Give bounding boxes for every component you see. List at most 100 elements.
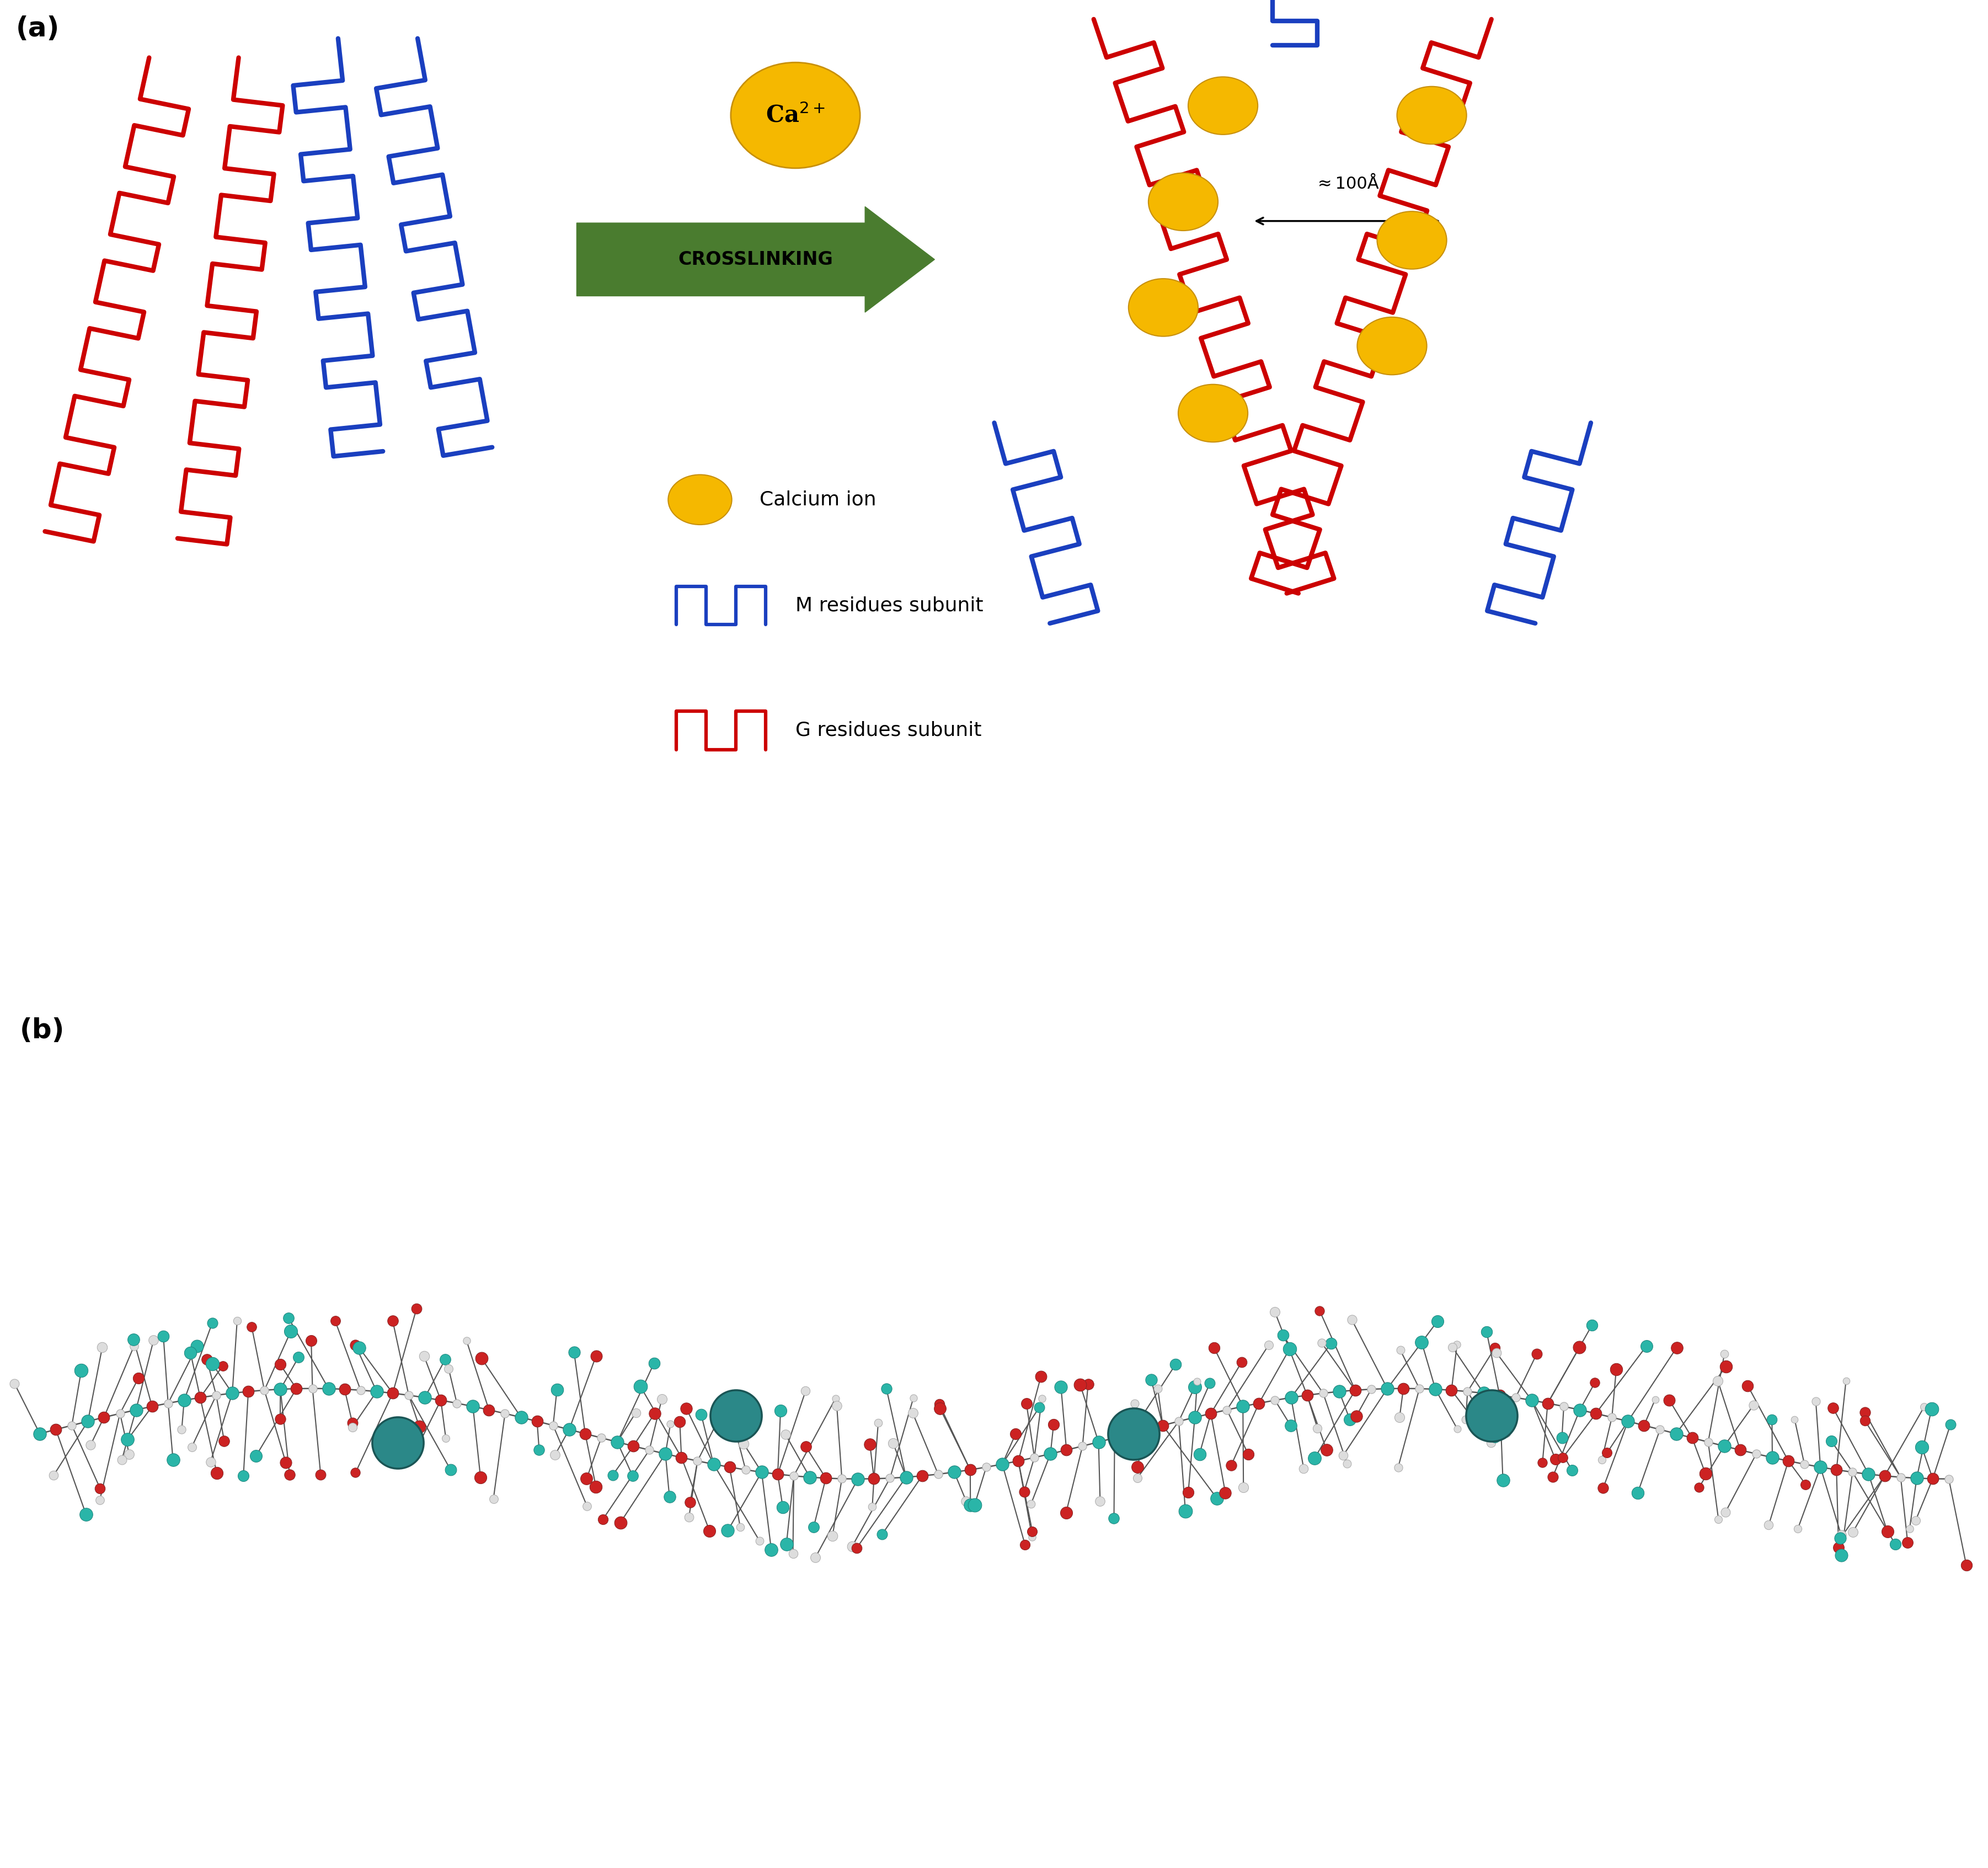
Point <box>539 1440 571 1470</box>
Point <box>777 1461 809 1491</box>
Point <box>694 1517 726 1547</box>
Point <box>755 1535 787 1565</box>
Point <box>1934 1408 1966 1438</box>
Point <box>217 1379 249 1408</box>
Point <box>1590 1438 1622 1468</box>
Point <box>654 1408 686 1438</box>
Point <box>954 1455 986 1485</box>
Point <box>398 1438 429 1468</box>
Point <box>857 1465 889 1494</box>
Point <box>1660 1332 1692 1362</box>
Point <box>169 1386 201 1416</box>
Point <box>209 1425 241 1455</box>
Point <box>924 1394 956 1423</box>
Point <box>1777 1405 1809 1435</box>
Point <box>1384 1336 1415 1366</box>
Point <box>1690 1459 1722 1489</box>
Point <box>1326 1440 1358 1470</box>
Point <box>1121 1463 1153 1493</box>
Point <box>789 1377 821 1407</box>
Point <box>897 1397 928 1427</box>
Point <box>1521 1339 1553 1369</box>
Point <box>1787 1450 1819 1479</box>
Point <box>521 1407 553 1436</box>
Point <box>1406 1326 1437 1356</box>
Point <box>1026 1384 1058 1414</box>
Point <box>769 1420 801 1450</box>
Point <box>117 1324 149 1354</box>
Point <box>135 1392 167 1422</box>
Point <box>489 1399 521 1429</box>
Point <box>586 1504 618 1534</box>
Point <box>1724 1435 1755 1465</box>
Point <box>83 1474 115 1504</box>
Point <box>1531 1388 1563 1418</box>
Point <box>1869 1461 1901 1491</box>
Point <box>1233 1440 1264 1470</box>
Point <box>1622 1478 1654 1507</box>
Point <box>185 1382 217 1412</box>
Point <box>871 1373 903 1403</box>
Point <box>1024 1392 1056 1422</box>
Point <box>1751 1509 1783 1539</box>
Point <box>1227 1472 1258 1502</box>
Point <box>328 1375 360 1405</box>
Point <box>1489 1418 1521 1448</box>
Point <box>1211 1395 1242 1425</box>
Ellipse shape <box>1149 174 1219 230</box>
Point <box>841 1534 873 1564</box>
Point <box>1340 1375 1372 1405</box>
Point <box>280 1373 312 1403</box>
Point <box>1740 1438 1771 1468</box>
Point <box>767 1493 799 1522</box>
Point <box>376 1379 408 1408</box>
Point <box>1008 1530 1040 1560</box>
Point <box>344 1334 376 1364</box>
Point <box>1708 1431 1740 1461</box>
Point <box>922 1459 954 1489</box>
Point <box>1163 1407 1195 1436</box>
Point <box>441 1388 473 1418</box>
Point <box>584 1423 616 1453</box>
Point <box>429 1423 461 1453</box>
Point <box>907 1461 938 1491</box>
Point <box>1183 1438 1215 1468</box>
Point <box>451 1326 483 1356</box>
Point <box>1159 1349 1191 1379</box>
Point <box>1692 1427 1724 1457</box>
Point <box>296 1373 328 1403</box>
Point <box>616 1431 648 1461</box>
Point <box>197 1349 229 1379</box>
Point <box>799 1543 831 1573</box>
Point <box>580 1341 612 1371</box>
Point <box>1584 1446 1616 1476</box>
Point <box>1803 1451 1835 1481</box>
Point <box>1050 1435 1081 1465</box>
Point <box>465 1463 497 1493</box>
Point <box>620 1397 652 1427</box>
Point <box>1330 1448 1362 1478</box>
Point <box>897 1382 928 1412</box>
Point <box>264 1405 296 1435</box>
Point <box>730 1455 761 1485</box>
Point <box>1825 1521 1857 1550</box>
Point <box>1660 1420 1692 1450</box>
Point <box>891 1463 922 1493</box>
Point <box>1578 1367 1610 1397</box>
Point <box>1201 1483 1233 1513</box>
Point <box>986 1450 1018 1479</box>
Point <box>1580 1399 1612 1429</box>
Point <box>1539 1444 1571 1474</box>
Point <box>1304 1296 1336 1326</box>
Text: Ca$^{2+}$: Ca$^{2+}$ <box>765 103 825 127</box>
Point <box>66 1356 97 1386</box>
Point <box>650 1438 682 1468</box>
Point <box>970 1451 1002 1481</box>
Point <box>201 1380 233 1410</box>
Point <box>821 1390 853 1420</box>
Point <box>233 1377 264 1407</box>
Point <box>1914 1394 1946 1423</box>
Point <box>1871 1517 1903 1547</box>
Point <box>1545 1423 1576 1453</box>
Point <box>1388 1373 1419 1403</box>
